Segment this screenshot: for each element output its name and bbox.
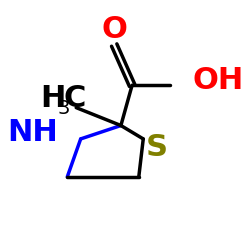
Text: H: H (40, 84, 66, 113)
Text: OH: OH (192, 66, 244, 95)
Text: 3: 3 (57, 99, 70, 118)
Text: C: C (64, 84, 86, 113)
Text: S: S (146, 133, 168, 162)
Text: NH: NH (8, 118, 58, 147)
Text: O: O (101, 15, 127, 44)
